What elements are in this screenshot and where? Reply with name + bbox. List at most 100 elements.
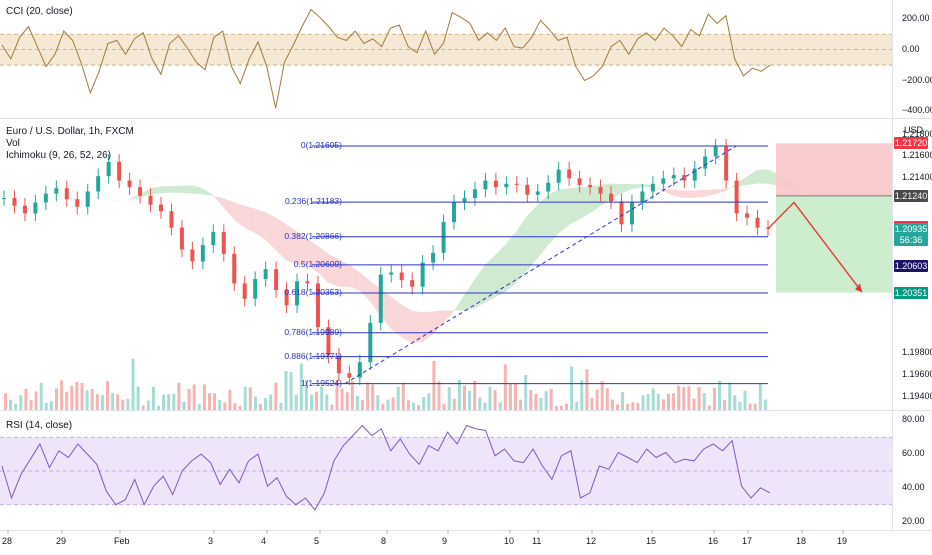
volume-bar — [626, 404, 629, 410]
volume-bar — [631, 402, 634, 410]
volume-bar — [392, 397, 395, 410]
volume-bar — [35, 391, 38, 410]
rsi-tick-label: 80.00 — [902, 414, 925, 424]
volume-bar — [759, 384, 762, 410]
volume-bar — [381, 404, 384, 410]
volume-bar — [540, 398, 543, 410]
ichimoku-cloud-segment — [412, 311, 422, 343]
candle-body — [536, 191, 540, 194]
volume-bar — [738, 402, 741, 410]
x-tick-label: 5 — [314, 536, 319, 546]
volume-bar — [427, 393, 430, 410]
candle-body — [442, 222, 446, 253]
candle-body — [400, 272, 404, 280]
volume-bar — [24, 389, 27, 410]
volume-bar — [366, 382, 369, 410]
x-tick-label: 4 — [261, 536, 266, 546]
candle-body — [12, 198, 16, 206]
volume-bar — [157, 406, 160, 410]
volume-bar — [764, 400, 767, 410]
volume-bar — [509, 384, 512, 410]
price-tag: 1.20603 — [894, 260, 928, 272]
fib-level-label: 0.5(1.20609) — [278, 259, 342, 269]
volume-bar — [682, 387, 685, 410]
candle-body — [86, 191, 90, 206]
volume-bar — [733, 395, 736, 410]
volume-bar — [713, 388, 716, 410]
x-tick-label: 12 — [586, 536, 596, 546]
candle-body — [483, 181, 487, 190]
volume-bar — [274, 382, 277, 410]
x-tick-label: 15 — [646, 536, 656, 546]
volume-bar — [550, 389, 553, 410]
candle-body — [222, 232, 226, 254]
volume-bar — [147, 400, 150, 410]
candle-body — [557, 170, 561, 183]
main-title: Euro / U.S. Dollar, 1h, FXCM — [6, 126, 134, 137]
candle-body — [379, 275, 383, 323]
volume-bar — [468, 391, 471, 410]
candle-body — [745, 213, 749, 217]
volume-bar — [376, 395, 379, 410]
volume-bar — [198, 404, 201, 410]
volume-bar — [45, 403, 48, 410]
volume-bar — [647, 394, 650, 410]
candle-body — [473, 189, 477, 198]
ichimoku-cloud-segment — [758, 169, 768, 183]
take-profit-zone — [776, 196, 892, 293]
volume-bar — [223, 402, 226, 410]
volume-bar — [687, 386, 690, 410]
candle-body — [756, 218, 760, 228]
volume-bar — [708, 406, 711, 410]
volume-bar — [417, 405, 420, 410]
candle-body — [264, 269, 268, 279]
volume-bar — [86, 390, 89, 410]
volume-bar — [330, 405, 333, 410]
volume-bar — [565, 404, 568, 410]
volume-bar — [560, 406, 563, 410]
candle-body — [735, 181, 739, 214]
volume-bar — [698, 387, 701, 410]
volume-bar — [9, 400, 12, 410]
volume-bar — [529, 390, 532, 410]
x-tick-label: Feb — [114, 536, 130, 546]
ichimoku-cloud-segment — [182, 185, 192, 193]
candle-body — [630, 202, 634, 224]
x-tick-label: 10 — [504, 536, 514, 546]
candle-body — [619, 201, 623, 224]
cci-title: CCI (20, close) — [6, 6, 73, 17]
fib-level-label: 0.886(1.19771) — [278, 351, 342, 361]
candle-body — [138, 187, 142, 196]
fib-level-label: 0.236(1.21183) — [278, 196, 342, 206]
volume-bar — [397, 387, 400, 410]
volume-bar — [19, 395, 22, 410]
volume-bar — [519, 400, 522, 410]
volume-bar — [570, 367, 573, 410]
volume-bar — [667, 394, 670, 410]
rsi-tick-label: 20.00 — [902, 516, 925, 526]
candle-body — [253, 279, 257, 299]
volume-bar — [616, 405, 619, 410]
candle-body — [693, 168, 697, 180]
volume-bar — [75, 382, 78, 410]
candle-body — [201, 245, 205, 261]
volume-bar — [30, 400, 33, 410]
volume-bar — [162, 395, 165, 410]
ichimoku-cloud-segment — [402, 305, 412, 343]
volume-bar — [218, 400, 221, 410]
candle-body — [33, 202, 37, 213]
stop-loss-zone — [776, 143, 892, 196]
volume-bar — [585, 369, 588, 410]
x-tick-label: 8 — [381, 536, 386, 546]
volume-bar — [473, 381, 476, 410]
candle-body — [159, 205, 163, 212]
volume-bar — [432, 361, 435, 410]
cci-tick-label: −200.00 — [902, 75, 932, 85]
candle-body — [421, 263, 425, 287]
candle-body — [117, 162, 121, 181]
volume-bar — [106, 381, 109, 410]
candle-body — [347, 373, 351, 377]
price-tick-label: 1.21400 — [902, 172, 932, 182]
volume-label: Vol — [6, 138, 20, 149]
